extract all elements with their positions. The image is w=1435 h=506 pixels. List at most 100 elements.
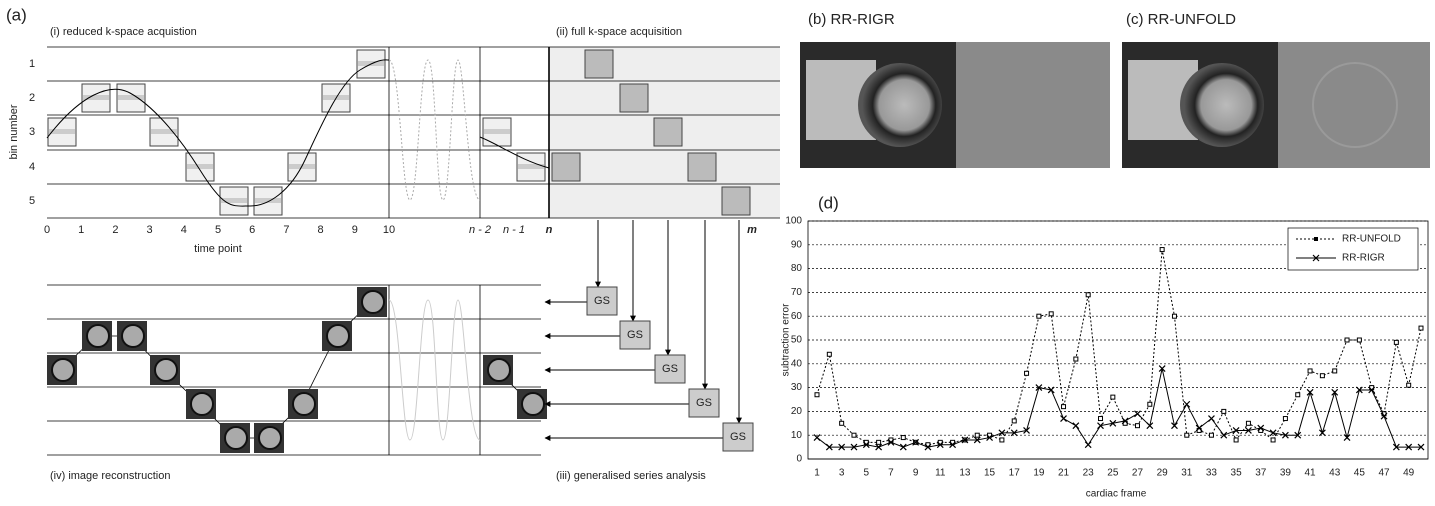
series-line: [816, 249, 1422, 446]
time-tick: 5: [215, 224, 221, 236]
point: [1306, 388, 1314, 396]
full-sample-box: [653, 117, 683, 147]
point: [1208, 432, 1214, 438]
point: [850, 443, 858, 451]
point: [1158, 365, 1166, 372]
point: [1269, 429, 1277, 437]
thumbnail-heart: [121, 324, 145, 348]
point: [1184, 432, 1190, 438]
thumbnail-heart: [86, 324, 110, 348]
axis-label: time point: [194, 243, 242, 255]
time-tick: 9: [352, 224, 358, 236]
full-sample-box: [551, 152, 581, 182]
point: [1294, 431, 1302, 439]
full-sample-box: [721, 186, 751, 216]
legend-label: RR-UNFOLD: [1342, 234, 1401, 245]
time-tick: n: [546, 224, 553, 236]
point: [839, 420, 845, 426]
point: [1061, 404, 1067, 410]
thumbnail-heart: [154, 358, 178, 382]
point: [1147, 401, 1153, 407]
x-tick-label: 27: [1132, 468, 1144, 479]
time-tick: n - 1: [503, 224, 525, 236]
time-tick: 6: [249, 224, 255, 236]
y-tick-label: 60: [791, 311, 803, 322]
signal-curve: [46, 59, 390, 207]
x-tick-label: 23: [1083, 468, 1095, 479]
point: [1072, 422, 1080, 430]
point: [1332, 368, 1338, 374]
y-tick-label: 90: [791, 239, 803, 250]
caption: (iv) image reconstruction: [50, 470, 170, 482]
point: [1368, 386, 1376, 394]
x-tick-label: 1: [814, 468, 820, 479]
point: [1171, 313, 1177, 319]
point: [1208, 415, 1215, 422]
point: [986, 434, 993, 442]
x-tick-label: 5: [864, 468, 870, 479]
y-tick-label: 30: [791, 382, 803, 393]
thumbnail-heart: [521, 392, 545, 416]
x-tick-label: 41: [1304, 468, 1316, 479]
point: [961, 436, 969, 444]
axis-label: subtraction error: [781, 303, 792, 376]
point: [1319, 373, 1325, 379]
caption: (i) reduced k-space acquistion: [50, 26, 197, 38]
x-tick-label: 45: [1354, 468, 1366, 479]
point: [1146, 422, 1154, 430]
x-tick-label: 47: [1378, 468, 1390, 479]
x-tick-label: 37: [1255, 468, 1267, 479]
x-tick-label: 31: [1181, 468, 1193, 479]
x-tick-label: 13: [959, 468, 971, 479]
gs-label: GS: [594, 295, 610, 307]
point: [826, 351, 832, 357]
point: [876, 439, 882, 445]
sample-stripe: [484, 129, 510, 134]
legend-label: RR-RIGR: [1342, 253, 1385, 264]
point: [1195, 424, 1203, 432]
point: [1084, 441, 1092, 449]
point: [998, 429, 1006, 437]
time-tick: 7: [283, 224, 289, 236]
bin-label: 3: [29, 126, 35, 138]
point: [814, 392, 820, 398]
point: [1380, 412, 1388, 420]
series-line: [816, 368, 1421, 448]
sample-stripe: [187, 164, 213, 169]
time-tick: 3: [147, 224, 153, 236]
y-tick-label: 0: [796, 454, 802, 465]
point: [1295, 392, 1301, 398]
point: [1023, 427, 1030, 434]
point: [900, 435, 906, 441]
point: [825, 443, 833, 451]
thumbnails: [47, 287, 547, 453]
point: [1109, 419, 1117, 427]
x-tick-label: 15: [984, 468, 996, 479]
point: [1010, 429, 1018, 437]
x-tick-label: 3: [839, 468, 845, 479]
point: [1343, 434, 1351, 442]
point: [1048, 311, 1054, 317]
point: [1405, 443, 1413, 451]
point: [1417, 443, 1425, 451]
reduced-samples: [47, 49, 751, 216]
x-tick-label: 43: [1329, 468, 1341, 479]
gs-label: GS: [696, 397, 712, 409]
sample-stripe: [255, 198, 281, 203]
point: [851, 432, 857, 438]
point: [1220, 431, 1228, 439]
ghost-curve: [388, 299, 481, 441]
panel-label: (b) RR-RIGR: [808, 11, 895, 28]
thumbnail-heart: [224, 426, 248, 450]
x-tick-label: 39: [1280, 468, 1292, 479]
x-tick-label: 29: [1157, 468, 1169, 479]
point: [1245, 427, 1252, 434]
signal-curve: [479, 136, 550, 169]
time-tick: 10: [383, 224, 395, 236]
y-tick-label: 50: [791, 335, 803, 346]
point: [899, 443, 907, 451]
plot-frame: [807, 220, 1429, 460]
time-tick: 4: [181, 224, 187, 236]
y-tick-label: 70: [791, 287, 803, 298]
bin-label: 4: [29, 161, 35, 173]
